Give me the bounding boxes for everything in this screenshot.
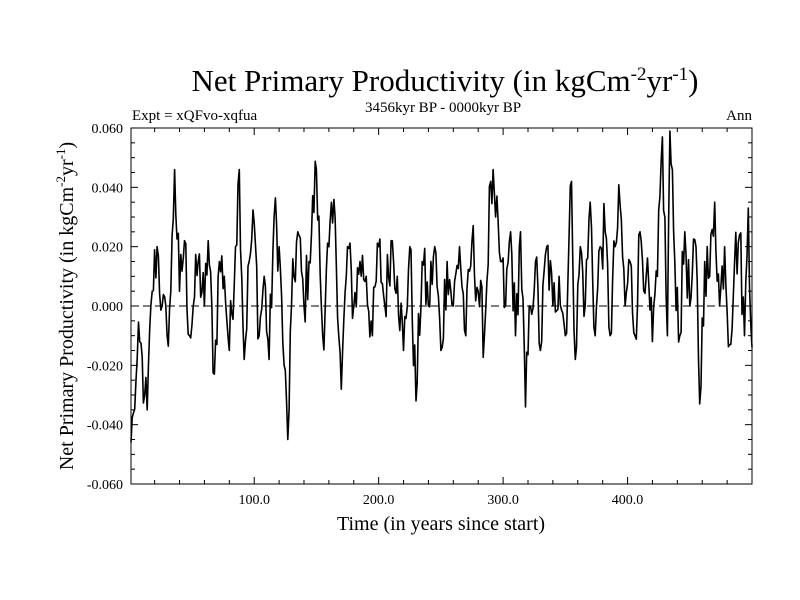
chart-title: Net Primary Productivity (in kgCm-2yr-1): [192, 63, 699, 98]
y-tick-label: 0.000: [92, 300, 124, 315]
y-axis-label-main: Net Primary Productivity (in kgCm: [56, 186, 78, 470]
y-tick-label: 0.020: [92, 241, 124, 256]
chart-title-main: Net Primary Productivity (in kgCm: [192, 63, 631, 98]
y-tick-label: 0.060: [92, 122, 124, 137]
y-axis-label-sup1: -2: [53, 176, 68, 187]
x-tick-label: 400.0: [612, 493, 644, 508]
y-tick-label: 0.040: [92, 181, 124, 196]
chart-title-mid: yr: [646, 63, 673, 98]
y-axis-label-end: ): [56, 142, 78, 149]
period-label: 3456kyr BP - 0000kyr BP: [365, 100, 521, 116]
expt-label: Expt = xQFvo-xqfua: [132, 108, 257, 124]
season-label: Ann: [726, 108, 752, 124]
x-tick-label: 200.0: [363, 493, 395, 508]
chart-title-sup1: -2: [631, 64, 647, 85]
x-tick-label: 300.0: [487, 493, 519, 508]
chart-title-sup2: -1: [672, 64, 688, 85]
y-axis-label-mid: yr: [56, 159, 78, 176]
series-line-npp: [130, 130, 753, 443]
y-tick-label: -0.020: [87, 359, 123, 374]
plot-frame: [130, 127, 753, 485]
y-axis-label: Net Primary Productivity (in kgCm-2yr-1): [53, 142, 78, 470]
x-axis-label: Time (in years since start): [337, 513, 545, 535]
x-tick-label: 100.0: [238, 493, 270, 508]
chart-title-end: ): [688, 63, 698, 98]
x-axis-ticks: 100.0 200.0 300.0 400.0: [154, 128, 728, 508]
y-tick-label: -0.060: [87, 478, 123, 493]
y-axis-label-sup2: -1: [53, 149, 68, 160]
y-axis-ticks: -0.060 -0.040 -0.020 0.000 0.020 0.040 0.060: [87, 122, 752, 493]
y-tick-label: -0.040: [87, 419, 123, 434]
